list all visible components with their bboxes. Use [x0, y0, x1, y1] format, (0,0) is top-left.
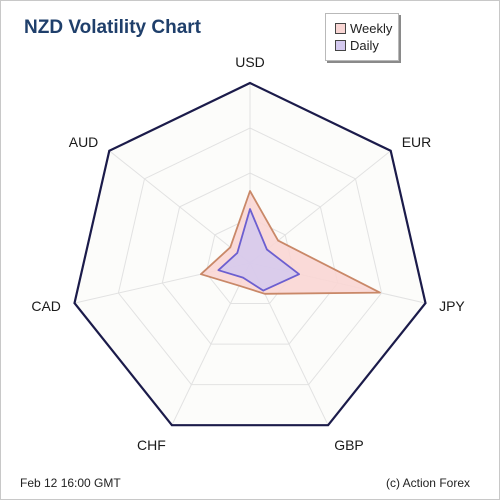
axis-label-eur: EUR — [402, 134, 432, 150]
axis-label-chf: CHF — [137, 437, 166, 453]
legend-swatch-weekly — [335, 23, 346, 34]
chart-title: NZD Volatility Chart — [24, 17, 201, 38]
series-daily-area — [217, 208, 301, 292]
grid-spoke — [108, 150, 251, 264]
legend-label-daily: Daily — [350, 38, 379, 53]
legend-label-weekly: Weekly — [350, 21, 393, 36]
radar-outline — [73, 81, 427, 427]
axis-label-gbp: GBP — [334, 437, 364, 453]
footer-credit: (c) Action Forex — [385, 476, 470, 490]
grid-ring — [161, 172, 339, 345]
grid-ring — [205, 217, 295, 304]
legend-item-weekly: Weekly — [335, 22, 392, 36]
legend-swatch-daily — [335, 40, 346, 51]
grid-spoke — [171, 262, 251, 426]
footer-timestamp: Feb 12 16:00 GMT — [20, 476, 121, 490]
axis-label-usd: USD — [235, 54, 265, 70]
axis-label-jpy: JPY — [439, 298, 465, 314]
axis-label-cad: CAD — [31, 298, 61, 314]
grid-ring — [117, 127, 383, 386]
axis-label-aud: AUD — [69, 134, 99, 150]
legend: Weekly Daily — [325, 13, 399, 61]
legend-item-daily: Daily — [335, 39, 379, 53]
